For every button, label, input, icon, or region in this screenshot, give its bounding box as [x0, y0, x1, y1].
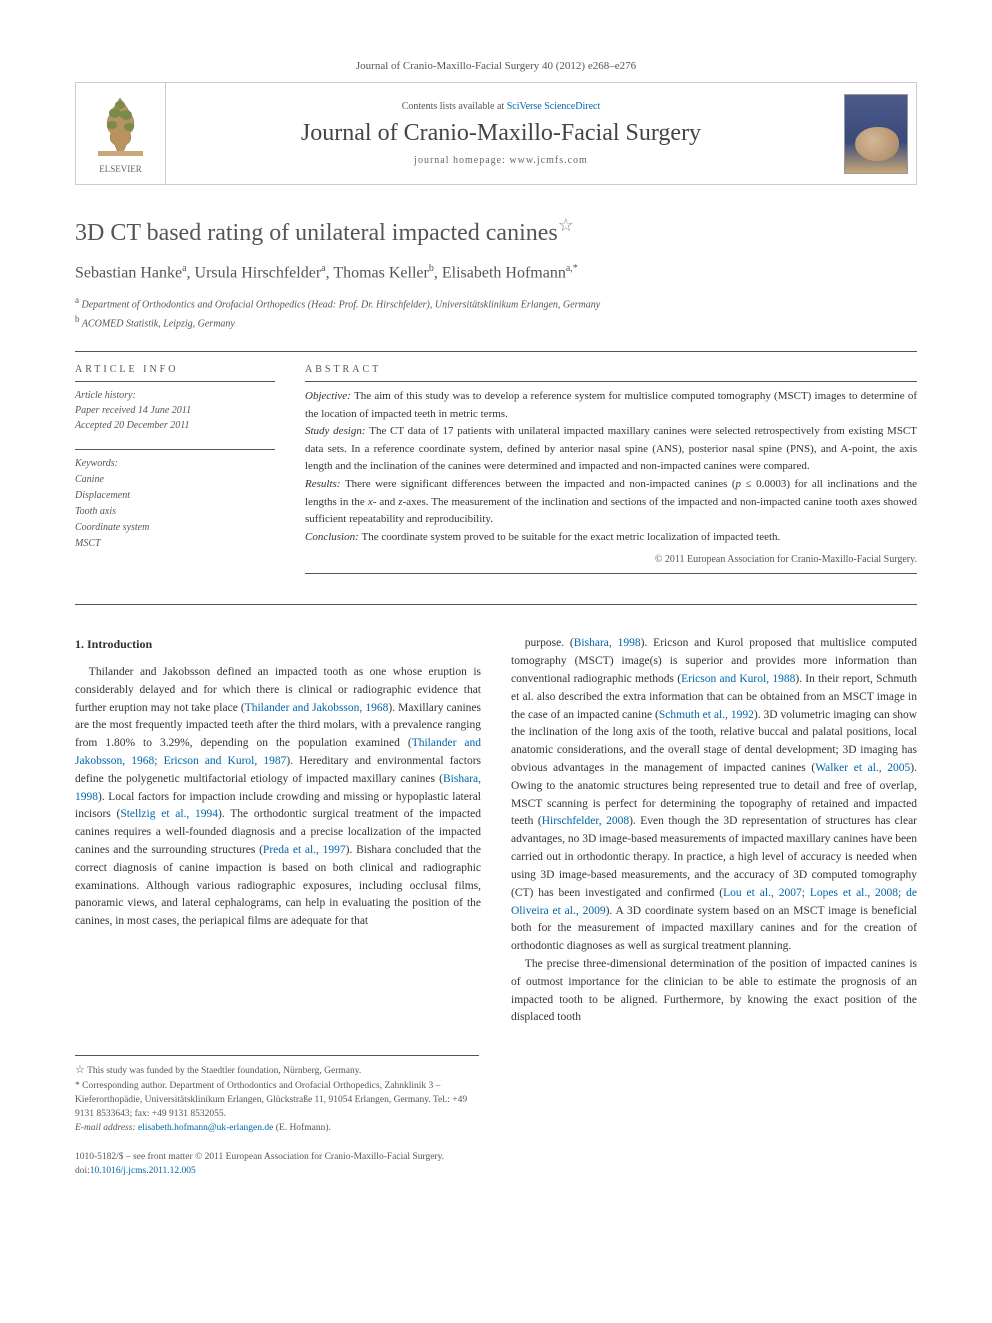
- corresp-star: *: [75, 1081, 80, 1091]
- body-column-right: purpose. (Bishara, 1998). Ericson and Ku…: [511, 635, 917, 1027]
- intro-para-1: Thilander and Jakobsson defined an impac…: [75, 664, 481, 931]
- section-rule-top: [75, 351, 917, 352]
- elsevier-tree-icon: [93, 93, 148, 158]
- abstract: ABSTRACT Objective: The aim of this stud…: [305, 364, 917, 580]
- info-subrule-2: [75, 449, 275, 450]
- abstract-subrule-bottom: [305, 573, 917, 574]
- section-rule-bottom: [75, 604, 917, 605]
- sciencedirect-link[interactable]: SciVerse ScienceDirect: [507, 101, 601, 112]
- journal-cover-image: [844, 94, 908, 174]
- contents-line: Contents lists available at SciVerse Sci…: [176, 101, 826, 112]
- email-link[interactable]: elisabeth.hofmann@uk-erlangen.de: [138, 1123, 273, 1133]
- elsevier-label: ELSEVIER: [86, 164, 155, 174]
- banner-center: Contents lists available at SciVerse Sci…: [166, 91, 836, 176]
- history-received: Paper received 14 June 2011: [75, 403, 275, 418]
- keywords-label: Keywords:: [75, 456, 275, 472]
- correspondence-text: Corresponding author. Department of Orth…: [75, 1081, 467, 1120]
- keywords-list: CanineDisplacementTooth axisCoordinate s…: [75, 472, 275, 552]
- history-accepted: Accepted 20 December 2011: [75, 418, 275, 433]
- footnotes: ☆ This study was funded by the Staedtler…: [75, 1055, 479, 1136]
- journal-homepage: journal homepage: www.jcmfs.com: [176, 155, 826, 166]
- doi-prefix: doi:: [75, 1166, 90, 1176]
- article-title: 3D CT based rating of unilateral impacte…: [75, 215, 917, 247]
- star-icon: ☆: [75, 1064, 85, 1076]
- authors: Sebastian Hankea, Ursula Hirschfeldera, …: [75, 263, 917, 282]
- article-info-heading: ARTICLE INFO: [75, 364, 275, 375]
- keywords: Keywords: CanineDisplacementTooth axisCo…: [75, 456, 275, 552]
- abstract-copyright: © 2011 European Association for Cranio-M…: [305, 554, 917, 565]
- title-text: 3D CT based rating of unilateral impacte…: [75, 220, 558, 246]
- journal-title: Journal of Cranio-Maxillo-Facial Surgery: [176, 120, 826, 147]
- homepage-url[interactable]: www.jcmfs.com: [509, 155, 587, 166]
- footnote-email: E-mail address: elisabeth.hofmann@uk-erl…: [75, 1121, 479, 1135]
- journal-cover: [836, 86, 916, 182]
- intro-heading: 1. Introduction: [75, 635, 481, 654]
- title-star: ☆: [558, 215, 574, 235]
- info-subrule-1: [75, 381, 275, 382]
- footnote-funding: ☆ This study was funded by the Staedtler…: [75, 1062, 479, 1079]
- history-label: Article history:: [75, 388, 275, 403]
- article-info: ARTICLE INFO Article history: Paper rece…: [75, 364, 275, 580]
- email-name: (E. Hofmann).: [276, 1123, 331, 1133]
- doi-line-1: 1010-5182/$ – see front matter © 2011 Eu…: [75, 1150, 917, 1164]
- homepage-prefix: journal homepage:: [414, 155, 509, 166]
- intro-para-2: purpose. (Bishara, 1998). Ericson and Ku…: [511, 635, 917, 956]
- abstract-body: Objective: The aim of this study was to …: [305, 388, 917, 546]
- doi-link[interactable]: 10.1016/j.jcms.2011.12.005: [90, 1166, 196, 1176]
- abstract-heading: ABSTRACT: [305, 364, 917, 375]
- abstract-subrule: [305, 381, 917, 382]
- article-history: Article history: Paper received 14 June …: [75, 388, 275, 433]
- header-citation: Journal of Cranio-Maxillo-Facial Surgery…: [75, 60, 917, 72]
- contents-prefix: Contents lists available at: [402, 101, 507, 112]
- top-banner: ELSEVIER Contents lists available at Sci…: [75, 82, 917, 185]
- elsevier-logo: ELSEVIER: [76, 83, 166, 184]
- doi-block: 1010-5182/$ – see front matter © 2011 Eu…: [75, 1150, 917, 1179]
- funding-text: This study was funded by the Staedtler f…: [87, 1066, 361, 1076]
- email-label: E-mail address:: [75, 1123, 136, 1133]
- affiliations: a Department of Orthodontics and Orofaci…: [75, 294, 917, 331]
- intro-para-3: The precise three-dimensional determinat…: [511, 956, 917, 1027]
- footnote-correspondence: * Corresponding author. Department of Or…: [75, 1079, 479, 1122]
- doi-line-2: doi:10.1016/j.jcms.2011.12.005: [75, 1164, 917, 1178]
- body-column-left: 1. Introduction Thilander and Jakobsson …: [75, 635, 481, 1027]
